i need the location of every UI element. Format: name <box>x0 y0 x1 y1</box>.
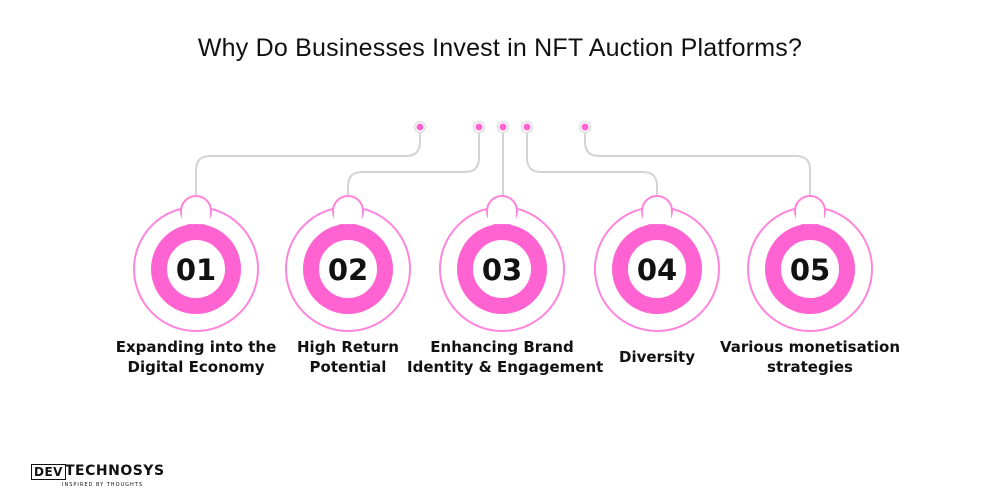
numbered-nodes: 01 02 03 04 05 <box>133 195 873 332</box>
connector-dot-center-3 <box>499 123 507 131</box>
connector-line-4 <box>526 127 658 196</box>
caption-2: High Return Potential <box>253 337 443 377</box>
connector-dot-center-2 <box>475 123 483 131</box>
logo-right-word: TECHNOSYS <box>65 463 165 479</box>
connector-dot-center-5 <box>581 123 589 131</box>
node-accent-ring <box>151 224 241 314</box>
logo-left-word: DEV <box>31 464 66 480</box>
node-3: 03 <box>439 195 565 332</box>
node-accent-ring <box>765 224 855 314</box>
connector-line-2 <box>347 127 480 196</box>
node-4: 04 <box>594 195 720 332</box>
node-2: 02 <box>285 195 411 332</box>
node-seam-mask <box>643 212 671 224</box>
node-number: 02 <box>328 253 368 287</box>
caption-4: Diversity <box>562 347 752 367</box>
connector-line-5 <box>584 127 811 196</box>
connector-dot-center-4 <box>523 123 531 131</box>
caption-line: Digital Economy <box>127 358 265 376</box>
caption-line: Identity & Engagement <box>407 358 604 376</box>
caption-line: strategies <box>767 358 853 376</box>
caption-line: Various monetisation <box>719 338 901 356</box>
node-number: 03 <box>482 253 522 287</box>
caption-3: Enhancing Brand Identity & Engagement <box>407 337 604 377</box>
node-5: 05 <box>747 195 873 332</box>
node-accent-ring <box>612 224 702 314</box>
node-accent-ring <box>303 224 393 314</box>
node-1: 01 <box>133 195 259 332</box>
connector-line-1 <box>195 127 421 196</box>
node-seam-mask <box>182 212 210 224</box>
node-seam-mask <box>334 212 362 224</box>
node-number: 05 <box>790 253 830 287</box>
node-accent-ring <box>457 224 547 314</box>
logo-tagline: INSPIRED BY THOUGHTS <box>62 482 144 488</box>
caption-line: High Return <box>297 338 399 356</box>
node-seam-mask <box>488 212 516 224</box>
caption-line: Enhancing Brand <box>430 338 574 356</box>
connector-lines <box>195 127 811 196</box>
node-number: 01 <box>176 253 216 287</box>
connector-dots <box>413 120 592 134</box>
caption-line: Potential <box>309 358 387 376</box>
caption-line: Expanding into the <box>115 338 277 356</box>
brand-logo: DEV TECHNOSYS INSPIRED BY THOUGHTS <box>31 463 171 490</box>
node-seam-mask <box>796 212 824 224</box>
caption-5: Various monetisation strategies <box>715 337 905 377</box>
caption-1: Expanding into the Digital Economy <box>101 337 291 377</box>
page-title: Why Do Businesses Invest in NFT Auction … <box>197 34 803 62</box>
caption-line: Diversity <box>619 348 695 366</box>
node-number: 04 <box>637 253 677 287</box>
connector-dot-center-1 <box>416 123 424 131</box>
